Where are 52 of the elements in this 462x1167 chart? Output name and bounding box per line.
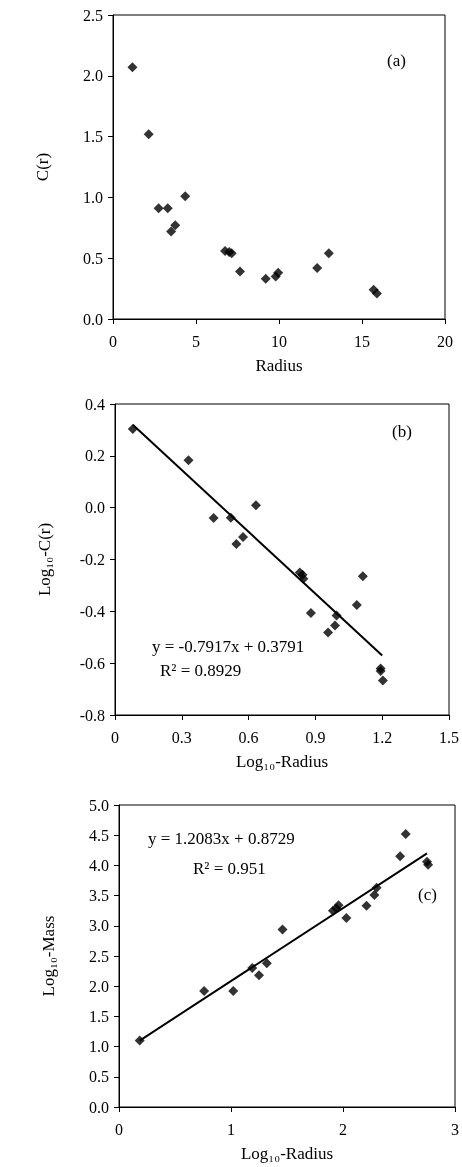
y-tick-label: 0.0 — [85, 499, 105, 517]
y-tick-label: -0.8 — [79, 706, 105, 724]
y-tick-label: 0.4 — [85, 395, 105, 413]
y-tick-label: 2.5 — [83, 6, 103, 24]
x-tick-label: 1.2 — [372, 728, 393, 746]
y-tick-label: 1.0 — [83, 188, 103, 206]
y-tick-label: 0.0 — [89, 1098, 109, 1116]
x-tick-label: 0.3 — [171, 728, 192, 746]
x-axis-title: Radius — [255, 356, 303, 375]
annotation: (c) — [418, 885, 437, 904]
x-tick-label: 15 — [354, 332, 370, 350]
x-tick-label: 5 — [192, 332, 200, 350]
y-axis-title: Log₁₀-C(r) — [35, 522, 54, 597]
x-tick-label: 1 — [227, 1120, 235, 1138]
y-tick-label: 1.0 — [89, 1038, 109, 1056]
y-tick-label: 5.0 — [89, 796, 109, 814]
y-tick-label: 0.0 — [83, 310, 103, 328]
x-tick-label: 1.5 — [439, 728, 459, 746]
x-tick-label: 3 — [451, 1120, 459, 1138]
y-axis-title: Log₁₀-Mass — [39, 915, 58, 997]
y-tick-label: 2.0 — [83, 67, 103, 85]
y-tick-label: 0.5 — [89, 1068, 109, 1086]
y-tick-label: 1.5 — [89, 1007, 109, 1025]
annotation: R² = 0.951 — [193, 859, 266, 878]
x-tick-label: 0 — [115, 1120, 123, 1138]
y-tick-label: -0.4 — [79, 602, 105, 620]
y-tick-label: 2.5 — [89, 947, 109, 965]
y-tick-label: 4.5 — [89, 826, 109, 844]
x-tick-label: 0.6 — [238, 728, 259, 746]
annotation: (b) — [392, 422, 412, 441]
x-tick-label: 0.9 — [305, 728, 326, 746]
x-axis-title: Log₁₀-Radius — [235, 752, 329, 771]
annotation: R² = 0.8929 — [160, 661, 242, 680]
y-tick-label: -0.6 — [79, 654, 105, 672]
y-tick-label: 3.0 — [89, 917, 109, 935]
x-tick-label: 0 — [111, 728, 119, 746]
x-tick-label: 20 — [437, 332, 453, 350]
x-tick-label: 0 — [109, 332, 117, 350]
annotation: y = 1.2083x + 0.8729 — [148, 829, 295, 848]
annotation: y = -0.7917x + 0.3791 — [152, 637, 305, 656]
x-tick-label: 10 — [271, 332, 287, 350]
x-axis-title: Log₁₀-Radius — [240, 1144, 334, 1163]
y-axis-title: C(r) — [33, 152, 52, 182]
y-tick-label: 3.5 — [89, 887, 109, 905]
y-tick-label: 0.2 — [85, 447, 105, 465]
y-tick-label: 0.5 — [83, 249, 103, 267]
y-tick-label: 4.0 — [89, 856, 109, 874]
y-tick-label: -0.2 — [79, 551, 105, 568]
y-tick-label: 2.0 — [89, 977, 109, 995]
y-tick-label: 1.5 — [83, 128, 103, 146]
x-tick-label: 2 — [339, 1120, 347, 1138]
annotation: (a) — [387, 51, 406, 70]
